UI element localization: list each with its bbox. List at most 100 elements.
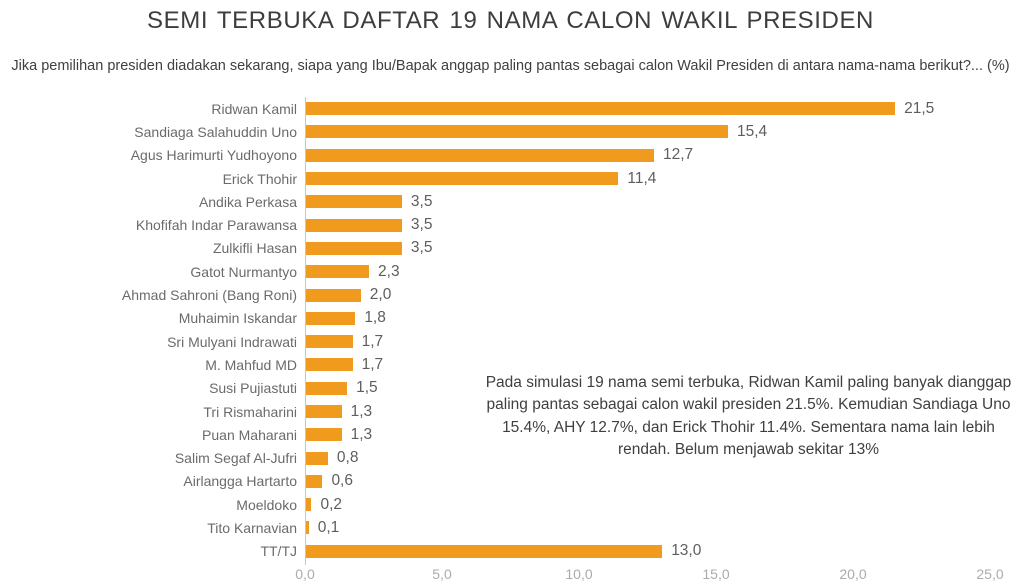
bar-zone: 1,8	[306, 307, 1021, 330]
survey-question-subtitle: Jika pemilihan presiden diadakan sekaran…	[11, 58, 1010, 74]
chart-row: Khofifah Indar Parawansa 3,5	[0, 213, 1021, 236]
value-label: 3,5	[410, 192, 433, 210]
category-label: Tito Karnavian	[207, 519, 297, 536]
bar-zone: 15,4	[306, 120, 1021, 143]
value-label: 1,7	[361, 355, 384, 373]
value-label: 1,3	[350, 425, 373, 443]
chart-row: Tito Karnavian 0,1	[0, 516, 1021, 539]
category-label: TT/TJ	[260, 543, 297, 560]
bar-chart: Ridwan Kamil 21,5 Sandiaga Salahuddin Uno 1…	[0, 97, 1021, 582]
bar-zone: 1,7	[306, 353, 1021, 376]
chart-row: Sandiaga Salahuddin Uno 15,4	[0, 120, 1021, 143]
category-label: Tri Rismaharini	[203, 403, 297, 420]
x-tick-label: 15,0	[702, 566, 730, 582]
category-label: Puan Maharani	[202, 426, 297, 443]
category-label: Agus Harimurti Yudhoyono	[130, 147, 297, 164]
category-label: Andika Perkasa	[198, 193, 297, 210]
bar-zone: 0,2	[306, 493, 1021, 516]
chart-rows: Ridwan Kamil 21,5 Sandiaga Salahuddin Uno 1…	[0, 97, 1021, 563]
x-axis: 0,0 5,0 10,0 15,0 20,0 25,0	[0, 566, 1021, 586]
category-label: Ahmad Sahroni (Bang Roni)	[121, 287, 297, 304]
chart-row: Tri Rismaharini 1,3	[0, 400, 1021, 423]
chart-row: Ridwan Kamil 21,5	[0, 97, 1021, 120]
category-label: Moeldoko	[236, 496, 297, 513]
value-label: 0,6	[331, 472, 353, 490]
page-title: SEMI TERBUKA DAFTAR 19 NAMA CALON WAKIL …	[147, 7, 874, 34]
value-label: 21,5	[904, 99, 935, 117]
category-label: Khofifah Indar Parawansa	[135, 217, 297, 234]
bar-zone: 0,1	[306, 516, 1021, 539]
bar-zone: 1,7	[306, 330, 1021, 353]
category-label: Susi Pujiastuti	[209, 380, 297, 397]
category-label: M. Mahfud MD	[205, 356, 297, 373]
bar-zone: 3,5	[306, 237, 1021, 260]
bar	[306, 451, 328, 465]
bar-zone: 3,5	[306, 190, 1021, 213]
category-label: Erick Thohir	[222, 170, 297, 187]
chart-row: Ahmad Sahroni (Bang Roni) 2,0	[0, 283, 1021, 306]
chart-row: Gatot Nurmantyo 2,3	[0, 260, 1021, 283]
x-tick-label: 5,0	[432, 566, 452, 582]
bar	[306, 544, 663, 558]
x-tick-label: 25,0	[976, 566, 1004, 582]
bar	[306, 148, 654, 162]
chart-row: Muhaimin Iskandar 1,8	[0, 307, 1021, 330]
bar	[306, 288, 361, 302]
bar	[306, 358, 353, 372]
value-label: 11,4	[627, 169, 657, 187]
value-label: 2,3	[378, 262, 400, 280]
chart-row: Salim Segaf Al-Jufri 0,8	[0, 446, 1021, 469]
bar-zone: 13,0	[306, 540, 1021, 563]
bar-zone: 2,3	[306, 260, 1021, 283]
bar-zone: 0,8	[306, 446, 1021, 469]
chart-row: Susi Pujiastuti 1,5	[0, 377, 1021, 400]
x-tick-label: 0,0	[295, 566, 315, 582]
category-label: Sandiaga Salahuddin Uno	[134, 123, 297, 140]
chart-row: Sri Mulyani Indrawati 1,7	[0, 330, 1021, 353]
bar	[306, 125, 728, 139]
y-axis-line	[305, 97, 306, 565]
value-label: 12,7	[662, 146, 694, 164]
category-label: Zulkifli Hasan	[212, 240, 297, 257]
bar	[306, 265, 370, 279]
chart-row: Zulkifli Hasan 3,5	[0, 237, 1021, 260]
chart-row: Airlangga Hartarto 0,6	[0, 470, 1021, 493]
value-label: 13,0	[671, 542, 702, 560]
x-tick-label: 10,0	[565, 566, 593, 582]
value-label: 0,2	[320, 495, 343, 513]
value-label: 0,1	[317, 518, 340, 536]
value-label: 1,7	[361, 332, 384, 350]
bar	[306, 172, 619, 186]
bar-zone: 11,4	[306, 167, 1021, 190]
x-tick-label: 20,0	[839, 566, 867, 582]
category-label: Sri Mulyani Indrawati	[167, 333, 297, 350]
value-label: 2,0	[369, 286, 392, 304]
bar	[306, 335, 353, 349]
value-label: 1,8	[364, 309, 386, 327]
category-label: Salim Segaf Al-Jufri	[174, 450, 297, 467]
chart-row: M. Mahfud MD 1,7	[0, 353, 1021, 376]
bar-zone: 3,5	[306, 213, 1021, 236]
bar	[306, 218, 402, 232]
bar	[306, 474, 323, 488]
bar-zone: 1,3	[306, 400, 1021, 423]
bar	[306, 428, 342, 442]
bar	[306, 521, 309, 535]
chart-row: Agus Harimurti Yudhoyono 12,7	[0, 144, 1021, 167]
category-label: Gatot Nurmantyo	[190, 263, 297, 280]
category-label: Muhaimin Iskandar	[178, 310, 297, 327]
chart-row: Moeldoko 0,2	[0, 493, 1021, 516]
bar	[306, 405, 342, 418]
chart-row: Puan Maharani 1,3	[0, 423, 1021, 446]
bar-zone: 0,6	[306, 470, 1021, 493]
value-label: 0,8	[336, 449, 359, 467]
bar	[306, 381, 348, 395]
chart-row: Erick Thohir 11,4	[0, 167, 1021, 190]
bar-zone: 1,3	[306, 423, 1021, 446]
bar-zone: 1,5	[306, 377, 1021, 400]
bar	[306, 195, 402, 209]
summary-annotation: Pada simulasi 19 nama semi terbuka, Ridw…	[485, 374, 1012, 458]
bar-zone: 21,5	[306, 97, 1021, 120]
bar	[306, 241, 402, 255]
value-label: 1,5	[356, 379, 378, 397]
